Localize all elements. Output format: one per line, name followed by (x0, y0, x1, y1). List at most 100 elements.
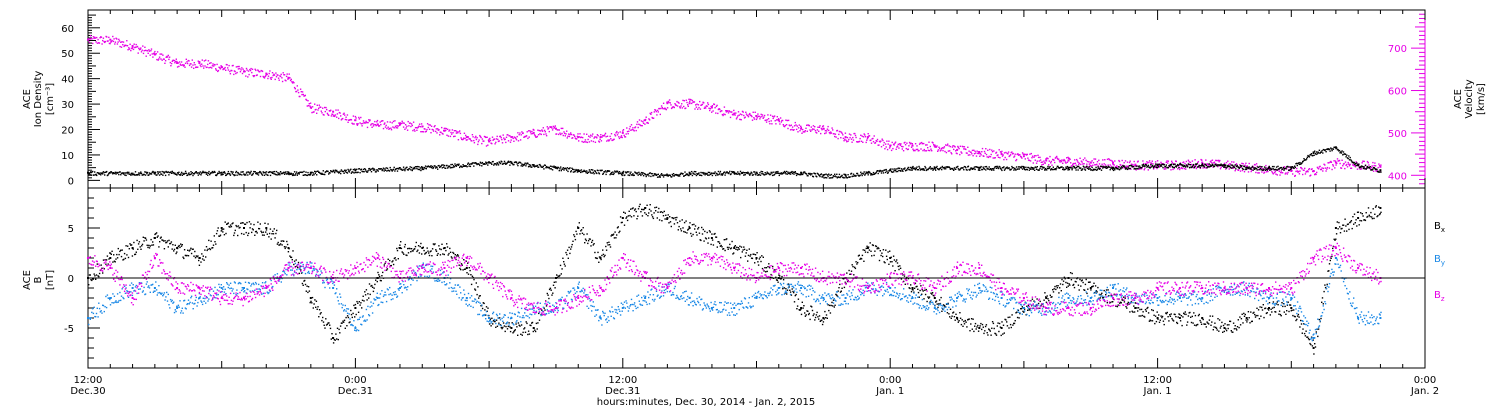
velocity-point (1374, 162, 1376, 164)
density-point (293, 171, 296, 173)
density-point (644, 173, 647, 176)
density-point (88, 173, 90, 175)
velocity-point (513, 140, 515, 142)
density-point (824, 176, 827, 179)
density-point (867, 174, 869, 176)
velocity-point (184, 66, 186, 68)
density-sample (911, 166, 914, 169)
density-point (562, 167, 564, 169)
velocity-point (983, 150, 986, 153)
velocity-point (1284, 173, 1286, 175)
density-point (1278, 168, 1280, 170)
bx-point (412, 250, 414, 252)
density-point (906, 169, 908, 171)
density-point (910, 169, 912, 171)
bx-point (477, 286, 479, 288)
velocity-point (408, 125, 410, 127)
density-point (344, 169, 346, 171)
density-point (1320, 151, 1323, 153)
velocity-point (414, 127, 417, 129)
velocity-point (375, 124, 377, 127)
velocity-point (1130, 163, 1133, 165)
density-point (228, 172, 230, 175)
density-point (660, 174, 662, 176)
bx-point (298, 272, 300, 275)
density-point (496, 162, 498, 164)
bx-point (147, 246, 149, 249)
density-point (1138, 165, 1141, 167)
density-point (645, 175, 647, 178)
bx-point (443, 253, 445, 256)
velocity-point (841, 132, 843, 134)
velocity-point (1167, 162, 1169, 164)
density-point (606, 171, 608, 173)
density-point (1373, 167, 1375, 169)
velocity-point (448, 130, 450, 132)
velocity-point (358, 118, 361, 120)
bx-point (554, 287, 556, 289)
velocity-point (1124, 160, 1127, 162)
velocity-point (669, 102, 671, 104)
velocity-point (163, 58, 165, 60)
velocity-point (929, 145, 931, 148)
density-point (235, 170, 238, 173)
velocity-point (1066, 157, 1068, 159)
velocity-point (1315, 173, 1317, 176)
density-point (1092, 169, 1094, 172)
density-point (1199, 165, 1201, 167)
velocity-point (1271, 170, 1273, 173)
velocity-point (1053, 159, 1055, 161)
velocity-point (551, 129, 554, 131)
density-point (693, 173, 695, 175)
bx-point (324, 327, 326, 329)
velocity-point (340, 115, 342, 117)
density-point (570, 171, 572, 173)
density-point (890, 170, 893, 173)
bx-point (437, 252, 439, 255)
bx-point (538, 319, 541, 321)
density-point (919, 169, 921, 171)
velocity-point (1142, 160, 1144, 162)
velocity-point (409, 122, 411, 124)
density-point (1360, 166, 1362, 169)
bx-point (364, 294, 367, 296)
density-point (536, 164, 538, 167)
density-point (641, 173, 643, 175)
bx-point (212, 247, 214, 249)
bx-point (320, 312, 322, 314)
velocity-point (1240, 166, 1242, 169)
velocity-point (950, 152, 952, 154)
density-point (992, 168, 994, 170)
velocity-point (854, 134, 857, 137)
velocity-point (539, 130, 542, 132)
density-point (231, 173, 234, 175)
velocity-point (351, 122, 353, 124)
velocity-point (910, 142, 912, 144)
bx-point (440, 248, 442, 251)
density-point (565, 168, 567, 170)
velocity-point (850, 138, 853, 140)
velocity-point (562, 127, 564, 130)
density-point (1293, 167, 1295, 169)
bx-point (536, 328, 538, 330)
velocity-point (697, 108, 699, 110)
density-point (1155, 166, 1157, 168)
velocity-point (151, 53, 153, 55)
density-point (715, 174, 717, 177)
velocity-point (165, 56, 167, 58)
velocity-point (1085, 159, 1087, 161)
velocity-point (1116, 167, 1119, 169)
density-point (134, 174, 136, 176)
velocity-point (591, 135, 593, 137)
density-point (626, 171, 629, 173)
density-point (478, 163, 480, 165)
bx-point (572, 240, 574, 242)
velocity-point (1070, 162, 1072, 164)
density-point (974, 168, 976, 171)
velocity-point (1152, 163, 1154, 165)
velocity-point (278, 79, 280, 81)
density-point (501, 161, 503, 163)
velocity-point (648, 118, 650, 120)
density-point (199, 171, 201, 173)
density-point (703, 172, 706, 174)
